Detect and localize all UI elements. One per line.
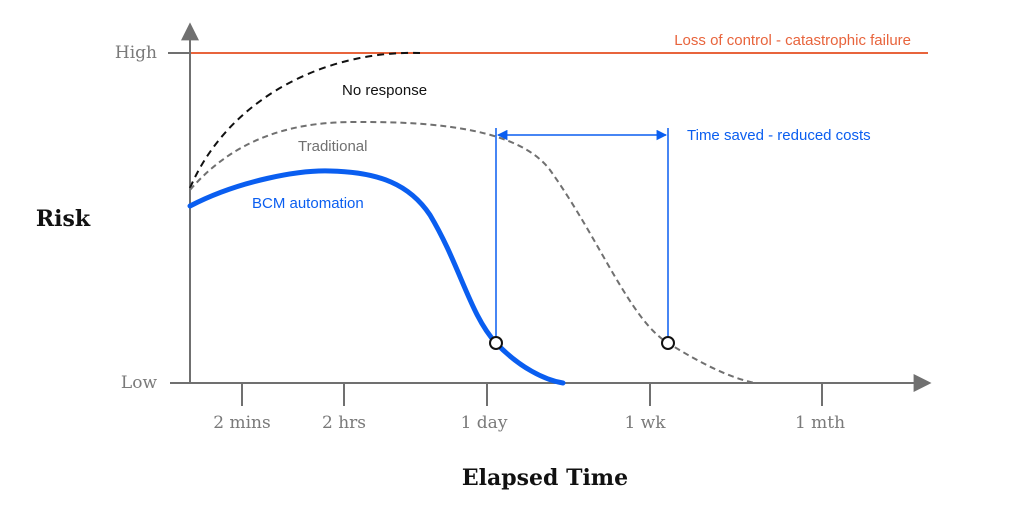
time-saved-label: Time saved - reduced costs	[687, 127, 871, 144]
x-tick-label: 1 mth	[795, 413, 845, 433]
x-tick-label: 2 hrs	[322, 413, 366, 433]
x-axis-title: Elapsed Time	[462, 465, 628, 491]
traditional-curve	[189, 120, 756, 384]
y-label-high: High	[115, 43, 157, 63]
y-label-low: Low	[121, 373, 158, 393]
traditional-label: Traditional	[298, 138, 367, 155]
bcm-recovery-point	[489, 336, 503, 350]
x-tick-label: 2 mins	[213, 413, 270, 433]
catastrophic-failure-label: Loss of control - catastrophic failure	[674, 32, 911, 49]
bcm-automation-label: BCM automation	[252, 195, 364, 212]
x-tick-label: 1 wk	[624, 413, 666, 433]
no-response-label: No response	[342, 82, 427, 99]
y-axis-title: Risk	[36, 206, 91, 232]
bcm-automation-curve	[187, 168, 566, 386]
no-response-curve	[189, 51, 421, 189]
x-tick-label: 1 day	[461, 413, 508, 433]
traditional-recovery-point	[661, 336, 675, 350]
